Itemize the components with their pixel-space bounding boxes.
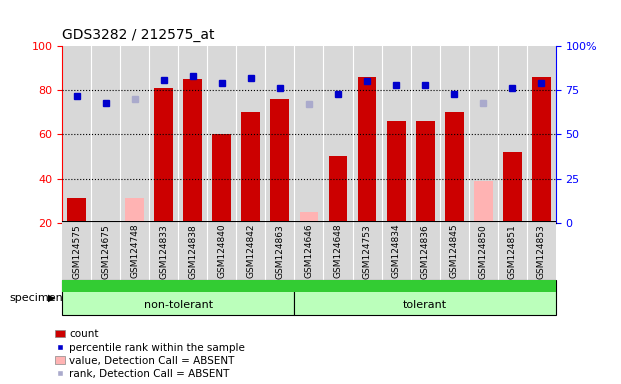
Bar [120, 221, 149, 280]
Bar [149, 221, 178, 280]
Bar [265, 221, 294, 280]
Bar [440, 46, 469, 223]
Bar [91, 46, 120, 223]
Text: GSM124646: GSM124646 [304, 224, 314, 278]
Bar [329, 157, 347, 223]
Bar [469, 221, 497, 280]
Bar [242, 112, 260, 223]
Bar [91, 221, 120, 280]
Bar [62, 280, 294, 315]
Bar [324, 221, 353, 280]
Bar [207, 221, 237, 280]
Bar [474, 181, 492, 223]
Bar [149, 46, 178, 223]
Bar [207, 46, 237, 223]
Bar [237, 46, 265, 223]
Bar [381, 46, 410, 223]
Bar [294, 46, 324, 223]
Text: GSM124838: GSM124838 [188, 224, 197, 278]
Bar [527, 221, 556, 280]
Bar [353, 221, 381, 280]
Text: GSM124836: GSM124836 [420, 224, 430, 278]
Bar [62, 46, 91, 223]
Bar [154, 88, 173, 223]
Bar [358, 77, 376, 223]
Legend: count, percentile rank within the sample, value, Detection Call = ABSENT, rank, : count, percentile rank within the sample… [55, 329, 245, 379]
Bar [178, 221, 207, 280]
Bar [67, 199, 86, 223]
Bar [387, 121, 406, 223]
Bar [294, 280, 556, 293]
Text: GSM124834: GSM124834 [392, 224, 401, 278]
Bar [299, 212, 319, 223]
Bar [271, 99, 289, 223]
Bar [294, 280, 556, 315]
Text: non-tolerant: non-tolerant [143, 300, 213, 310]
Text: GSM124753: GSM124753 [363, 224, 371, 278]
Text: ▶: ▶ [48, 293, 56, 303]
Text: tolerant: tolerant [403, 300, 447, 310]
Bar [440, 221, 469, 280]
Bar [503, 152, 522, 223]
Bar [265, 46, 294, 223]
Bar [212, 134, 231, 223]
Text: GSM124842: GSM124842 [247, 224, 255, 278]
Bar [120, 46, 149, 223]
Text: GSM124648: GSM124648 [333, 224, 343, 278]
Text: GSM124748: GSM124748 [130, 224, 139, 278]
Bar [125, 199, 144, 223]
Bar [527, 46, 556, 223]
Bar [178, 46, 207, 223]
Bar [445, 112, 464, 223]
Text: GSM124575: GSM124575 [72, 224, 81, 278]
Text: GSM124851: GSM124851 [508, 224, 517, 278]
Text: specimen: specimen [9, 293, 63, 303]
Text: GSM124853: GSM124853 [537, 224, 546, 278]
Bar [62, 280, 294, 293]
Bar [469, 46, 497, 223]
Bar [497, 46, 527, 223]
Text: GSM124840: GSM124840 [217, 224, 226, 278]
Bar [183, 79, 202, 223]
Text: GSM124845: GSM124845 [450, 224, 459, 278]
Text: GSM124833: GSM124833 [159, 224, 168, 278]
Bar [410, 46, 440, 223]
Text: GSM124850: GSM124850 [479, 224, 487, 278]
Bar [237, 221, 265, 280]
Bar [324, 46, 353, 223]
Bar [532, 77, 551, 223]
Text: GDS3282 / 212575_at: GDS3282 / 212575_at [62, 28, 215, 42]
Bar [415, 121, 435, 223]
Bar [497, 221, 527, 280]
Bar [410, 221, 440, 280]
Bar [62, 221, 91, 280]
Text: GSM124675: GSM124675 [101, 224, 110, 278]
Bar [353, 46, 381, 223]
Text: GSM124863: GSM124863 [275, 224, 284, 278]
Bar [381, 221, 410, 280]
Bar [294, 221, 324, 280]
